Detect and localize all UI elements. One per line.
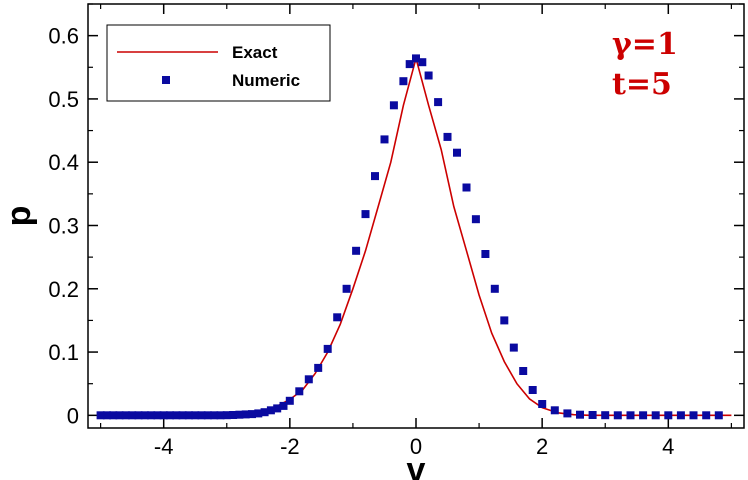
- numeric-point: [434, 98, 443, 107]
- numeric-point: [471, 215, 480, 224]
- numeric-point: [702, 411, 711, 420]
- numeric-point: [295, 387, 304, 396]
- numeric-point: [333, 313, 342, 322]
- numeric-point: [528, 386, 537, 394]
- numeric-point: [323, 344, 332, 353]
- numeric-point: [651, 411, 660, 420]
- numeric-point: [248, 410, 256, 419]
- numeric-point: [576, 410, 584, 419]
- numeric-point: [342, 284, 351, 293]
- numeric-point: [229, 411, 238, 419]
- x-tick-label: -4: [154, 434, 174, 459]
- legend: Exact Numeric: [106, 24, 331, 102]
- y-tick-label: 0: [67, 403, 79, 428]
- numeric-point: [203, 411, 212, 420]
- numeric-point: [304, 375, 313, 384]
- x-tick-label: -2: [280, 434, 300, 459]
- numeric-point: [361, 210, 370, 219]
- numeric-point: [140, 411, 149, 420]
- x-axis-ticks: -4 -2 0 2 4: [100, 4, 732, 459]
- numeric-point: [500, 316, 509, 325]
- numeric-point: [172, 411, 181, 420]
- numeric-point: [96, 411, 105, 420]
- numeric-point: [519, 367, 528, 375]
- numeric-point: [389, 101, 398, 110]
- numeric-point: [714, 411, 723, 420]
- numeric-point: [412, 54, 420, 63]
- numeric-point: [184, 411, 193, 420]
- numeric-point: [462, 183, 471, 192]
- series-exact-line: [100, 55, 732, 417]
- numeric-point: [613, 411, 622, 420]
- numeric-point: [314, 363, 323, 372]
- y-axis-label: p: [0, 206, 38, 227]
- numeric-point: [676, 411, 685, 420]
- numeric-point: [371, 172, 379, 181]
- numeric-point: [191, 411, 200, 420]
- x-tick-label: 4: [662, 434, 674, 459]
- y-tick-label: 0.2: [48, 277, 79, 302]
- numeric-point: [588, 411, 597, 419]
- numeric-point: [626, 411, 635, 420]
- numeric-point: [121, 411, 130, 420]
- numeric-point: [102, 411, 111, 420]
- numeric-point: [563, 409, 572, 418]
- y-tick-label: 0.5: [48, 87, 79, 112]
- legend-numeric-label: Numeric: [232, 71, 300, 90]
- annotation-time: t=5: [612, 67, 672, 102]
- numeric-point: [664, 411, 673, 420]
- numeric-point: [197, 411, 206, 420]
- legend-exact-label: Exact: [232, 43, 278, 62]
- numeric-point: [115, 411, 124, 420]
- numeric-point: [601, 411, 610, 420]
- y-tick-label: 0.3: [48, 213, 79, 238]
- numeric-point: [453, 148, 461, 157]
- numeric-point: [509, 343, 518, 352]
- numeric-point: [153, 411, 162, 420]
- y-axis-ticks: 0 0.1 0.2 0.3 0.4 0.5 0.6: [48, 3, 744, 428]
- y-tick-label: 0.4: [48, 150, 79, 175]
- numeric-point: [128, 411, 137, 420]
- numeric-point: [490, 284, 499, 293]
- numeric-point: [273, 404, 282, 413]
- numeric-point: [418, 58, 427, 67]
- numeric-point: [260, 408, 269, 417]
- numeric-point: [285, 396, 294, 405]
- numeric-point: [134, 411, 143, 420]
- series-numeric-markers: [96, 54, 723, 420]
- numeric-point: [254, 409, 263, 418]
- numeric-point: [399, 77, 408, 86]
- numeric-point: [235, 410, 244, 419]
- y-tick-label: 0.1: [48, 340, 79, 365]
- numeric-point: [550, 406, 559, 415]
- y-tick-label: 0.6: [48, 24, 79, 49]
- numeric-point: [159, 411, 168, 420]
- legend-numeric-swatch: [162, 76, 170, 84]
- x-axis-label: v: [407, 451, 426, 480]
- numeric-point: [279, 401, 288, 410]
- numeric-point: [405, 60, 414, 69]
- x-tick-label: 0: [410, 434, 422, 459]
- numeric-point: [210, 411, 219, 420]
- numeric-point: [689, 411, 698, 420]
- numeric-point: [639, 411, 648, 420]
- annotation-gamma: γ=1: [612, 27, 678, 62]
- legend-box: [106, 24, 331, 102]
- numeric-point: [241, 410, 250, 419]
- numeric-point: [538, 400, 547, 408]
- x-tick-label: 2: [536, 434, 548, 459]
- numeric-point: [147, 411, 156, 420]
- numeric-point: [481, 250, 490, 258]
- numeric-point: [443, 132, 452, 141]
- numeric-point: [266, 406, 275, 415]
- numeric-point: [109, 411, 118, 420]
- numeric-point: [380, 135, 389, 144]
- numeric-point: [424, 71, 433, 80]
- numeric-point: [352, 246, 361, 255]
- numeric-point: [178, 411, 187, 420]
- numeric-point: [216, 411, 225, 420]
- numeric-point: [166, 411, 174, 420]
- numeric-point: [222, 411, 231, 420]
